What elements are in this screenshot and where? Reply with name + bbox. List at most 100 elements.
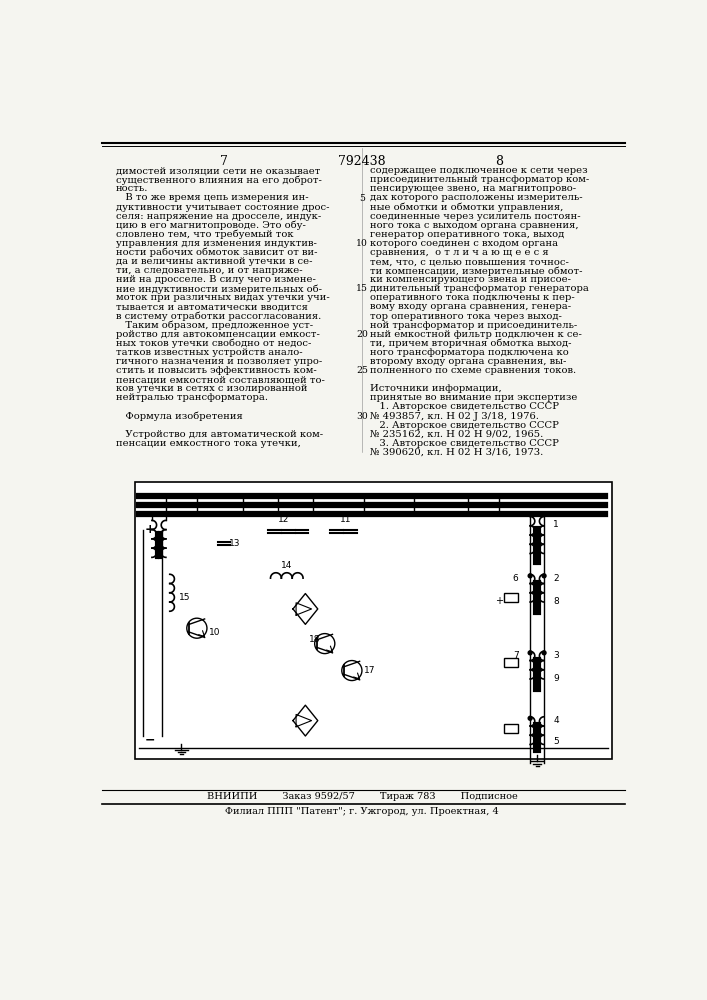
Text: 6: 6	[513, 574, 518, 583]
Text: селя: напряжение на дросселе, индук-: селя: напряжение на дросселе, индук-	[115, 212, 321, 221]
Text: соединенные через усилитель постоян-: соединенные через усилитель постоян-	[370, 212, 580, 221]
Text: 7: 7	[513, 651, 518, 660]
Text: принятые во внимание при экспертизе: принятые во внимание при экспертизе	[370, 393, 577, 402]
Text: 1. Авторское свидетельство СССР: 1. Авторское свидетельство СССР	[370, 402, 559, 411]
Text: тывается и автоматически вводится: тывается и автоматически вводится	[115, 302, 308, 311]
Text: ного трансформатора подключена ко: ного трансформатора подключена ко	[370, 348, 568, 357]
Text: 15: 15	[179, 593, 191, 602]
Text: ти, а следовательно, и от напряже-: ти, а следовательно, и от напряже-	[115, 266, 302, 275]
Text: в систему отработки рассогласования.: в систему отработки рассогласования.	[115, 312, 321, 321]
Text: 11: 11	[340, 515, 351, 524]
Text: ность.: ность.	[115, 184, 148, 193]
Text: моток при различных видах утечки учи-: моток при различных видах утечки учи-	[115, 293, 329, 302]
Text: татков известных устройств анало-: татков известных устройств анало-	[115, 348, 302, 357]
Text: ных токов утечки свободно от недос-: ных токов утечки свободно от недос-	[115, 339, 311, 348]
Circle shape	[528, 716, 532, 720]
Text: ние индуктивности измерительных об-: ние индуктивности измерительных об-	[115, 284, 322, 294]
Text: присоединительный трансформатор ком-: присоединительный трансформатор ком-	[370, 175, 589, 184]
Text: тор оперативного тока через выход-: тор оперативного тока через выход-	[370, 312, 561, 321]
Text: ного тока с выходом органа сравнения,: ного тока с выходом органа сравнения,	[370, 221, 578, 230]
Text: да и величины активной утечки в се-: да и величины активной утечки в се-	[115, 257, 312, 266]
Bar	[504, 593, 518, 602]
Text: ти, причем вторичная обмотка выход-: ти, причем вторичная обмотка выход-	[370, 339, 571, 348]
Text: второму входу органа сравнения, вы-: второму входу органа сравнения, вы-	[370, 357, 566, 366]
Text: Таким образом, предложенное уст-: Таким образом, предложенное уст-	[115, 321, 312, 330]
Text: пенсации емкостного тока утечки,: пенсации емкостного тока утечки,	[115, 439, 300, 448]
Text: 13: 13	[230, 539, 241, 548]
Circle shape	[528, 574, 532, 578]
Bar	[504, 658, 518, 667]
Text: 15: 15	[356, 284, 368, 293]
Text: 2: 2	[554, 574, 559, 583]
Text: полненного по схеме сравнения токов.: полненного по схеме сравнения токов.	[370, 366, 575, 375]
Text: В то же время цепь измерения ин-: В то же время цепь измерения ин-	[115, 193, 308, 202]
Text: управления для изменения индуктив-: управления для изменения индуктив-	[115, 239, 316, 248]
Text: 17: 17	[364, 666, 376, 675]
Text: сравнения,  о т л и ч а ю щ е е с я: сравнения, о т л и ч а ю щ е е с я	[370, 248, 549, 257]
Text: 8: 8	[554, 597, 559, 606]
Text: Формула изобретения: Формула изобретения	[115, 412, 243, 421]
Text: Источники информации,: Источники информации,	[370, 384, 501, 393]
Circle shape	[542, 651, 546, 655]
Text: 14: 14	[281, 561, 293, 570]
Text: стить и повысить эффективность ком-: стить и повысить эффективность ком-	[115, 366, 316, 375]
Text: 1: 1	[554, 520, 559, 529]
Bar	[135, 482, 612, 759]
Text: ности рабочих обмоток зависит от ви-: ности рабочих обмоток зависит от ви-	[115, 248, 317, 257]
Text: −: −	[145, 733, 156, 746]
Text: ков утечки в сетях с изолированной: ков утечки в сетях с изолированной	[115, 384, 307, 393]
Text: оперативного тока подключены к пер-: оперативного тока подключены к пер-	[370, 293, 575, 302]
Text: ройство для автокомпенсации емкост-: ройство для автокомпенсации емкост-	[115, 330, 320, 339]
Text: № 390620, кл. Н 02 Н 3/16, 1973.: № 390620, кл. Н 02 Н 3/16, 1973.	[370, 448, 543, 457]
Text: цию в его магнитопроводе. Это обу-: цию в его магнитопроводе. Это обу-	[115, 221, 305, 230]
Text: которого соединен с входом органа: которого соединен с входом органа	[370, 239, 558, 248]
Text: ный емкостной фильтр подключен к се-: ный емкостной фильтр подключен к се-	[370, 330, 582, 339]
Text: 5: 5	[554, 737, 559, 746]
Text: +: +	[145, 523, 156, 536]
Text: вому входу органа сравнения, генера-: вому входу органа сравнения, генера-	[370, 302, 571, 311]
Text: словлено тем, что требуемый ток: словлено тем, что требуемый ток	[115, 230, 293, 239]
Circle shape	[528, 651, 532, 655]
Text: генератор оперативного тока, выход: генератор оперативного тока, выход	[370, 230, 564, 239]
Text: нейтралью трансформатора.: нейтралью трансформатора.	[115, 393, 267, 402]
Text: существенного влияния на его доброт-: существенного влияния на его доброт-	[115, 175, 322, 185]
Text: ний на дросселе. В силу чего измене-: ний на дросселе. В силу чего измене-	[115, 275, 315, 284]
Text: № 235162, кл. Н 02 Н 9/02, 1965.: № 235162, кл. Н 02 Н 9/02, 1965.	[370, 430, 543, 439]
Text: 3. Авторское свидетельство СССР: 3. Авторское свидетельство СССР	[370, 439, 559, 448]
Text: 7: 7	[220, 155, 228, 168]
Text: пенсирующее звено, на магнитопрово-: пенсирующее звено, на магнитопрово-	[370, 184, 575, 193]
Text: Устройство для автоматической ком-: Устройство для автоматической ком-	[115, 430, 322, 439]
Text: Филиал ППП "Патент"; г. Ужгород, ул. Проектная, 4: Филиал ППП "Патент"; г. Ужгород, ул. Про…	[225, 807, 499, 816]
Circle shape	[542, 574, 546, 578]
Text: 18: 18	[310, 635, 321, 644]
Bar	[504, 724, 518, 733]
Text: ти компенсации, измерительные обмот-: ти компенсации, измерительные обмот-	[370, 266, 582, 276]
Text: 5: 5	[359, 194, 365, 203]
Text: 4: 4	[554, 716, 559, 725]
Text: 20: 20	[356, 330, 368, 339]
Text: пенсации емкостной составляющей то-: пенсации емкостной составляющей то-	[115, 375, 325, 384]
Text: 30: 30	[356, 412, 368, 421]
Text: дах которого расположены измеритель-: дах которого расположены измеритель-	[370, 193, 583, 202]
Text: ВНИИПИ        Заказ 9592/57        Тираж 783        Подписное: ВНИИПИ Заказ 9592/57 Тираж 783 Подписное	[206, 792, 518, 801]
Text: № 493857, кл. Н 02 J 3/18, 1976.: № 493857, кл. Н 02 J 3/18, 1976.	[370, 412, 539, 421]
Text: гичного назначения и позволяет упро-: гичного назначения и позволяет упро-	[115, 357, 322, 366]
Text: ной трансформатор и присоединитель-: ной трансформатор и присоединитель-	[370, 321, 577, 330]
Text: 8: 8	[495, 155, 503, 168]
Text: 9: 9	[554, 674, 559, 683]
Text: динительный трансформатор генератора: динительный трансформатор генератора	[370, 284, 588, 293]
Text: 3: 3	[554, 651, 559, 660]
Text: 25: 25	[356, 366, 368, 375]
Text: 792438: 792438	[338, 155, 386, 168]
Text: 10: 10	[209, 628, 221, 637]
Text: тем, что, с целью повышения точнос-: тем, что, с целью повышения точнос-	[370, 257, 568, 266]
Text: дуктивности учитывает состояние дрос-: дуктивности учитывает состояние дрос-	[115, 203, 329, 212]
Text: +: +	[495, 596, 503, 606]
Text: 2. Авторское свидетельство СССР: 2. Авторское свидетельство СССР	[370, 421, 559, 430]
Text: содержащее подключенное к сети через: содержащее подключенное к сети через	[370, 166, 588, 175]
Text: ные обмотки и обмотки управления,: ные обмотки и обмотки управления,	[370, 203, 563, 212]
Text: 12: 12	[278, 515, 289, 524]
Text: димостей изоляции сети не оказывает: димостей изоляции сети не оказывает	[115, 166, 320, 175]
Text: ки компенсирующего звена и присое-: ки компенсирующего звена и присое-	[370, 275, 571, 284]
Text: 10: 10	[356, 239, 368, 248]
